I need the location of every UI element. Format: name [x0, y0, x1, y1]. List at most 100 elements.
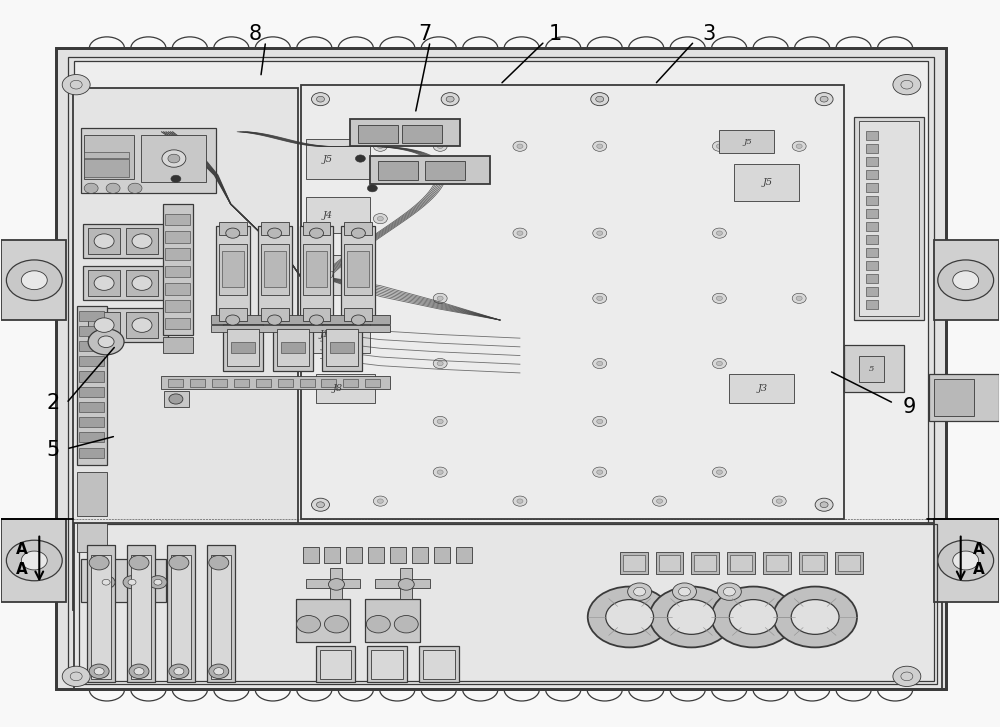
Bar	[211, 325, 390, 332]
Bar	[227, 329, 259, 366]
Text: A: A	[973, 542, 985, 557]
Circle shape	[94, 276, 114, 290]
Bar	[68, 57, 934, 680]
Circle shape	[317, 502, 324, 507]
Bar	[219, 222, 247, 235]
Circle shape	[712, 228, 726, 238]
Bar	[306, 255, 370, 294]
Bar	[316, 646, 355, 682]
Circle shape	[796, 296, 802, 300]
Circle shape	[169, 394, 183, 404]
Bar	[161, 376, 390, 389]
Circle shape	[441, 92, 459, 105]
Bar	[84, 159, 129, 177]
Bar	[165, 249, 190, 260]
Circle shape	[268, 228, 282, 238]
Bar	[168, 379, 183, 387]
Bar	[79, 448, 104, 458]
Circle shape	[94, 234, 114, 249]
Bar	[264, 252, 286, 287]
Bar	[620, 552, 648, 574]
Bar	[859, 356, 884, 382]
Bar	[126, 312, 158, 338]
Bar	[934, 519, 999, 603]
Bar	[258, 226, 292, 316]
Circle shape	[712, 358, 726, 369]
Circle shape	[310, 228, 323, 238]
Circle shape	[226, 315, 240, 325]
Bar	[231, 342, 255, 353]
Bar	[341, 226, 375, 316]
Circle shape	[953, 551, 979, 570]
Circle shape	[657, 499, 663, 503]
Circle shape	[729, 600, 777, 635]
Circle shape	[773, 587, 857, 648]
Bar	[691, 552, 719, 574]
Circle shape	[377, 144, 383, 148]
Bar	[375, 579, 430, 588]
Circle shape	[88, 329, 124, 355]
Bar	[734, 164, 799, 201]
Bar	[219, 244, 247, 294]
Bar	[368, 547, 384, 563]
Circle shape	[673, 583, 696, 601]
Bar	[330, 342, 354, 353]
Circle shape	[593, 141, 607, 151]
Bar	[1, 519, 66, 603]
Bar	[343, 379, 358, 387]
Bar	[730, 555, 752, 571]
Bar	[412, 547, 428, 563]
Circle shape	[712, 467, 726, 477]
Bar	[303, 222, 330, 235]
Bar	[87, 545, 115, 682]
Bar	[835, 552, 863, 574]
Bar	[866, 236, 878, 244]
Circle shape	[796, 144, 802, 148]
Circle shape	[596, 96, 604, 102]
Circle shape	[653, 496, 667, 506]
Bar	[844, 345, 904, 393]
Bar	[74, 523, 942, 689]
Bar	[281, 342, 305, 353]
Bar	[256, 379, 271, 387]
Text: 2: 2	[47, 393, 60, 414]
Circle shape	[716, 470, 722, 474]
Circle shape	[792, 141, 806, 151]
Circle shape	[513, 496, 527, 506]
Circle shape	[6, 540, 62, 581]
Bar	[300, 226, 333, 316]
Bar	[163, 204, 193, 334]
Circle shape	[21, 270, 47, 289]
Circle shape	[792, 293, 806, 303]
Circle shape	[62, 666, 90, 686]
Text: A: A	[15, 563, 27, 577]
Bar	[73, 88, 298, 610]
Circle shape	[317, 96, 324, 102]
Bar	[934, 241, 999, 320]
Bar	[316, 374, 375, 403]
Circle shape	[169, 664, 189, 678]
Bar	[838, 555, 860, 571]
Text: 1: 1	[548, 24, 561, 44]
Bar	[165, 300, 190, 312]
Circle shape	[132, 276, 152, 290]
Circle shape	[94, 667, 104, 675]
Bar	[344, 244, 372, 294]
Circle shape	[209, 555, 229, 570]
Bar	[79, 326, 104, 336]
Circle shape	[437, 296, 443, 300]
Bar	[127, 545, 155, 682]
Text: A: A	[973, 563, 985, 577]
Bar	[190, 379, 205, 387]
Circle shape	[94, 318, 114, 332]
Bar	[866, 196, 878, 205]
Bar	[306, 316, 370, 353]
Bar	[88, 312, 120, 338]
Bar	[729, 374, 794, 403]
Bar	[370, 156, 490, 184]
Bar	[344, 308, 372, 321]
Bar	[303, 244, 330, 294]
Bar	[866, 287, 878, 296]
Bar	[300, 379, 315, 387]
Bar	[324, 547, 340, 563]
